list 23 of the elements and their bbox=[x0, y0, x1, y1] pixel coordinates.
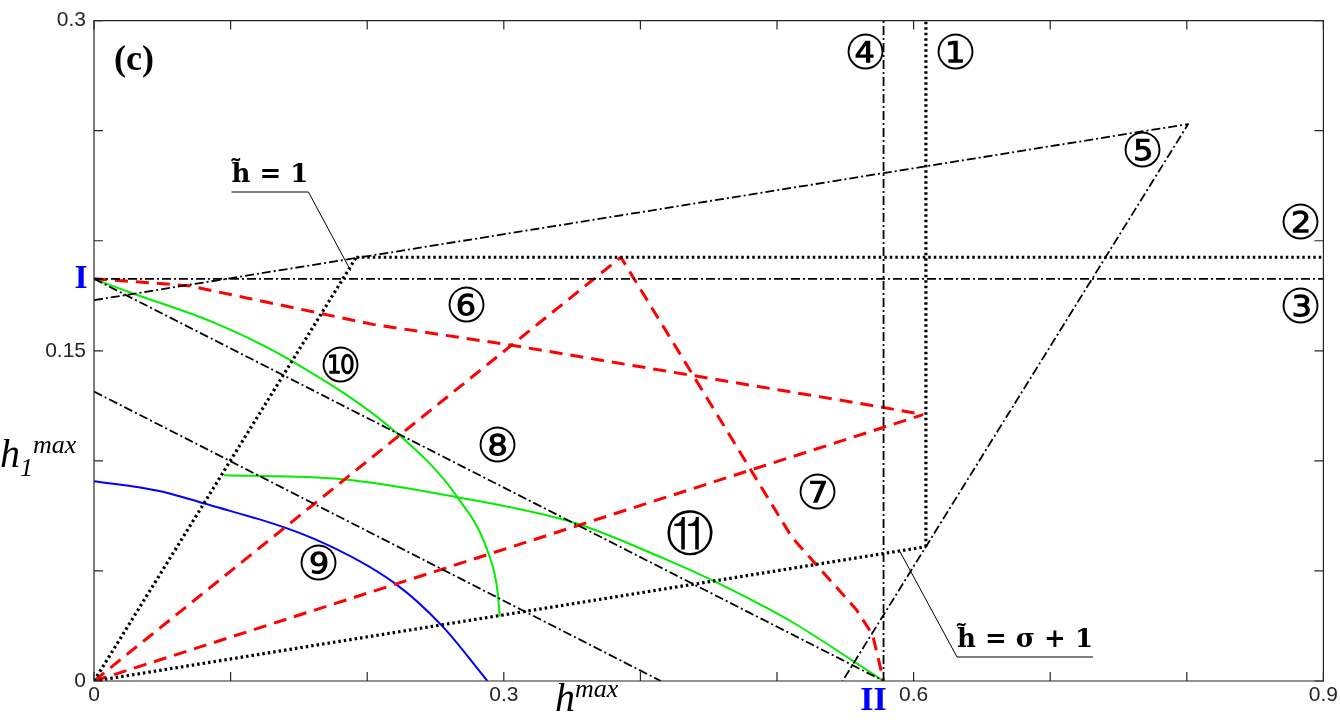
series-label: ⑥ bbox=[444, 277, 488, 334]
y-tick-label: 0 bbox=[74, 667, 86, 691]
series-label: ② bbox=[1278, 194, 1322, 251]
series-label: ⑧ bbox=[475, 417, 519, 474]
x-tick-label: 0.9 bbox=[1308, 682, 1339, 706]
x-tick-label: 0.6 bbox=[899, 682, 929, 706]
annotation: h̃ = 1 bbox=[230, 157, 309, 188]
series-label: ⑤ bbox=[1120, 122, 1164, 179]
series-label: ⑩ bbox=[318, 337, 362, 394]
annotation: h̃ = σ + 1 bbox=[955, 622, 1093, 653]
annotation: I bbox=[74, 257, 88, 295]
series-label: ⑨ bbox=[296, 535, 340, 592]
series-label: ⑪ bbox=[666, 505, 714, 562]
y-tick-label: 0.3 bbox=[56, 7, 86, 31]
series-label: ④ bbox=[843, 24, 887, 81]
x-tick-label: 0.3 bbox=[489, 682, 519, 706]
text: (c) bbox=[114, 37, 154, 78]
annotation: II bbox=[860, 679, 887, 717]
series-label: ① bbox=[933, 24, 977, 81]
series-label: ③ bbox=[1278, 278, 1322, 335]
series-label: ⑦ bbox=[795, 464, 839, 521]
x-axis-title: h$^{max}$ bbox=[555, 676, 619, 719]
y-tick-label: 0.15 bbox=[45, 337, 86, 361]
